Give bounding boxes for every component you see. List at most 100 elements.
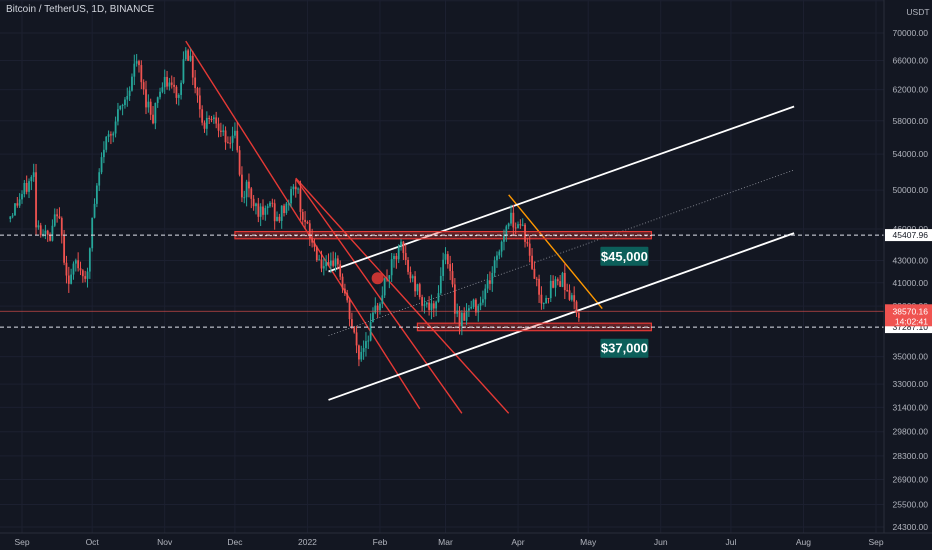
- candle-body: [402, 241, 405, 254]
- candle-body: [311, 237, 314, 243]
- candle-body: [528, 243, 531, 256]
- candle-body: [425, 302, 428, 305]
- trendline-layer[interactable]: [185, 40, 795, 414]
- candle-body: [18, 199, 21, 206]
- candle-body: [573, 295, 576, 302]
- candle-body: [570, 295, 573, 300]
- candle-body: [386, 278, 388, 280]
- candle-body: [521, 224, 524, 226]
- trendline-descending-resistance[interactable]: [295, 177, 510, 414]
- candle-body: [201, 109, 204, 123]
- trendline-descending-resistance[interactable]: [508, 194, 603, 309]
- candle-body: [283, 205, 285, 214]
- price-tick-label: 58000.00: [893, 116, 929, 126]
- candle-body: [243, 197, 246, 199]
- level-price-tag-label: 37287.10: [893, 322, 929, 332]
- candle-body: [161, 87, 164, 92]
- candle-body: [500, 241, 503, 252]
- candle-body: [67, 275, 70, 284]
- candle-body: [32, 172, 35, 177]
- candle-body: [51, 225, 54, 241]
- trendline-channel-top[interactable]: [328, 105, 795, 273]
- candle-body: [187, 50, 190, 61]
- candle-body: [65, 262, 68, 276]
- candle-body: [566, 290, 569, 292]
- candle-body: [320, 259, 323, 269]
- candle-body: [112, 133, 115, 136]
- candle-body: [423, 304, 426, 306]
- trendline-descending-resistance[interactable]: [185, 40, 421, 410]
- candle-body: [407, 259, 409, 272]
- candle-body: [388, 275, 391, 279]
- price-tick-label: 46000.00: [893, 224, 929, 234]
- candle-body: [264, 208, 267, 215]
- time-tick-label: May: [580, 537, 597, 547]
- candle-body: [498, 251, 501, 256]
- candle-body: [510, 212, 512, 224]
- candle-body: [549, 280, 552, 299]
- candle-body: [149, 101, 152, 115]
- candle-body: [505, 226, 508, 236]
- candle-body: [400, 241, 402, 246]
- candle-body: [313, 242, 316, 247]
- candle-body: [44, 230, 47, 234]
- candle-body: [229, 142, 232, 144]
- zone-callouts: $45,000 $37,000: [600, 246, 649, 358]
- time-tick-label: Feb: [373, 537, 388, 547]
- time-axis[interactable]: Sep Oct Nov Dec 2022 Feb Mar Apr May Jun Jul Aug Sep: [0, 532, 932, 547]
- candle-body: [409, 271, 412, 279]
- price-tick-label: 41000.00: [893, 278, 929, 288]
- trendline-descending-resistance[interactable]: [295, 178, 463, 414]
- candle-body: [168, 82, 171, 87]
- candle-body: [365, 341, 367, 349]
- candle-body: [128, 90, 131, 96]
- candle-body: [191, 55, 194, 78]
- price-tick-label: 31400.00: [893, 402, 929, 412]
- price-axis[interactable]: 70000.00 66000.00 62000.00 58000.00 54000.00…: [883, 0, 932, 550]
- candle-body: [428, 302, 431, 310]
- candle-body: [60, 218, 63, 236]
- trendline-channel-median[interactable]: [328, 169, 795, 337]
- candle-body: [257, 203, 260, 217]
- candle-body: [131, 76, 133, 91]
- candle-body: [262, 206, 264, 215]
- candle-body: [512, 212, 515, 228]
- candle-body: [145, 89, 147, 108]
- candle-body: [294, 186, 297, 190]
- time-tick-label: Jun: [654, 537, 668, 547]
- candle-body: [224, 130, 227, 143]
- candle-body: [315, 246, 318, 261]
- candle-body: [25, 182, 28, 192]
- candle-body: [493, 260, 496, 273]
- candle-body: [194, 77, 197, 89]
- candle-body: [362, 348, 365, 352]
- candle-body: [533, 268, 536, 279]
- signal-marker[interactable]: [371, 272, 384, 285]
- candle-body: [74, 260, 77, 264]
- horizontal-levels[interactable]: [0, 234, 884, 328]
- candle-body: [142, 82, 145, 90]
- candle-body: [563, 272, 566, 291]
- candle-body: [568, 290, 571, 300]
- candle-body: [163, 76, 166, 88]
- candle-body: [432, 303, 435, 309]
- candle-body: [351, 319, 353, 327]
- candle-body: [140, 65, 143, 83]
- candle-body: [114, 121, 117, 134]
- zone-layer[interactable]: [234, 230, 652, 332]
- candle-body: [353, 326, 356, 333]
- candle-body: [170, 82, 173, 85]
- time-tick-label: Mar: [438, 537, 453, 547]
- trendline-channel-bottom[interactable]: [328, 232, 795, 401]
- candle-body: [449, 264, 452, 272]
- candle-body: [561, 272, 564, 287]
- candle-body: [222, 130, 225, 132]
- candle-body: [30, 176, 33, 182]
- time-tick-label: Nov: [157, 537, 173, 547]
- candle-body: [135, 61, 138, 64]
- candle-body: [86, 271, 89, 279]
- candle-body: [430, 303, 433, 310]
- candle-body: [266, 206, 269, 209]
- candle-body: [119, 105, 122, 110]
